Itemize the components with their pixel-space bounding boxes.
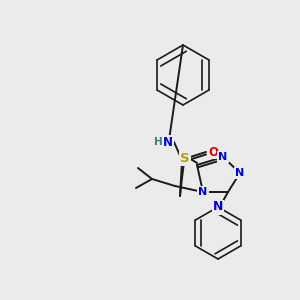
Text: S: S: [180, 152, 190, 164]
Text: N: N: [198, 187, 208, 197]
Text: N: N: [218, 152, 228, 162]
Text: O: O: [208, 146, 218, 158]
Text: N: N: [236, 168, 244, 178]
Text: N: N: [213, 200, 223, 214]
Text: H: H: [154, 137, 162, 147]
Text: N: N: [163, 136, 173, 148]
